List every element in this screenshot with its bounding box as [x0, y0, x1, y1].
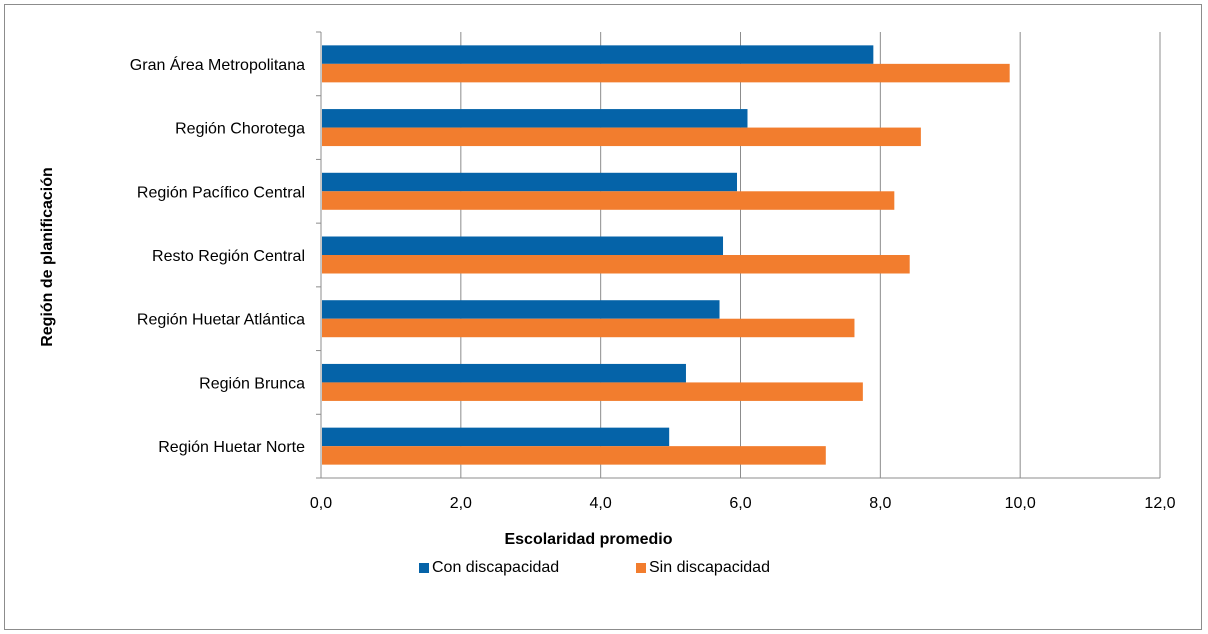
labels: 0,0 2,0 4,0 6,0 8,0 10,0 12,0 Gran Área Metropo… — [130, 55, 1176, 512]
bar-sin-discapacidad — [322, 382, 863, 401]
bar-sin-discapacidad — [322, 191, 895, 210]
bar-con-discapacidad — [322, 236, 724, 255]
bars — [322, 45, 1010, 465]
category-label: Gran Área Metropolitana — [130, 55, 305, 74]
axes — [320, 32, 1160, 479]
bar-con-discapacidad — [322, 300, 720, 319]
x-tick-label: 0,0 — [310, 495, 332, 512]
bar-sin-discapacidad — [322, 63, 1010, 83]
bar-con-discapacidad — [322, 427, 670, 447]
category-label: Resto Región Central — [152, 248, 305, 265]
bar-sin-discapacidad — [322, 127, 921, 147]
category-label: Región Huetar Atlántica — [137, 312, 305, 329]
category-label: Región Chorotega — [175, 121, 305, 138]
bar-sin-discapacidad — [322, 446, 826, 465]
category-label: Región Brunca — [199, 375, 305, 392]
x-axis-title: Escolaridad promedio — [504, 531, 672, 548]
bar-con-discapacidad — [322, 172, 738, 192]
bar-con-discapacidad — [322, 363, 686, 383]
x-tick-label: 2,0 — [450, 495, 472, 512]
legend-label-sin-discapacidad: Sin discapacidad — [649, 559, 770, 576]
legend: Con discapacidad Sin discapacidad — [419, 559, 770, 576]
legend-swatch-sin-discapacidad — [636, 563, 646, 573]
bar-con-discapacidad — [322, 109, 748, 128]
legend-swatch-con-discapacidad — [419, 563, 429, 573]
bar-sin-discapacidad — [322, 255, 910, 274]
legend-label-con-discapacidad: Con discapacidad — [432, 559, 559, 576]
gridlines — [316, 31, 1161, 479]
x-tick-label: 6,0 — [729, 495, 751, 512]
bar-con-discapacidad — [322, 45, 874, 64]
x-tick-label: 8,0 — [869, 495, 891, 512]
x-tick-label: 10,0 — [1005, 495, 1036, 512]
category-label: Región Huetar Norte — [158, 439, 305, 456]
y-axis-title: Región de planificación — [39, 167, 56, 347]
x-tick-label: 12,0 — [1144, 495, 1175, 512]
bar-sin-discapacidad — [322, 318, 855, 338]
x-tick-label: 4,0 — [590, 495, 612, 512]
category-label: Región Pacífico Central — [137, 184, 305, 201]
